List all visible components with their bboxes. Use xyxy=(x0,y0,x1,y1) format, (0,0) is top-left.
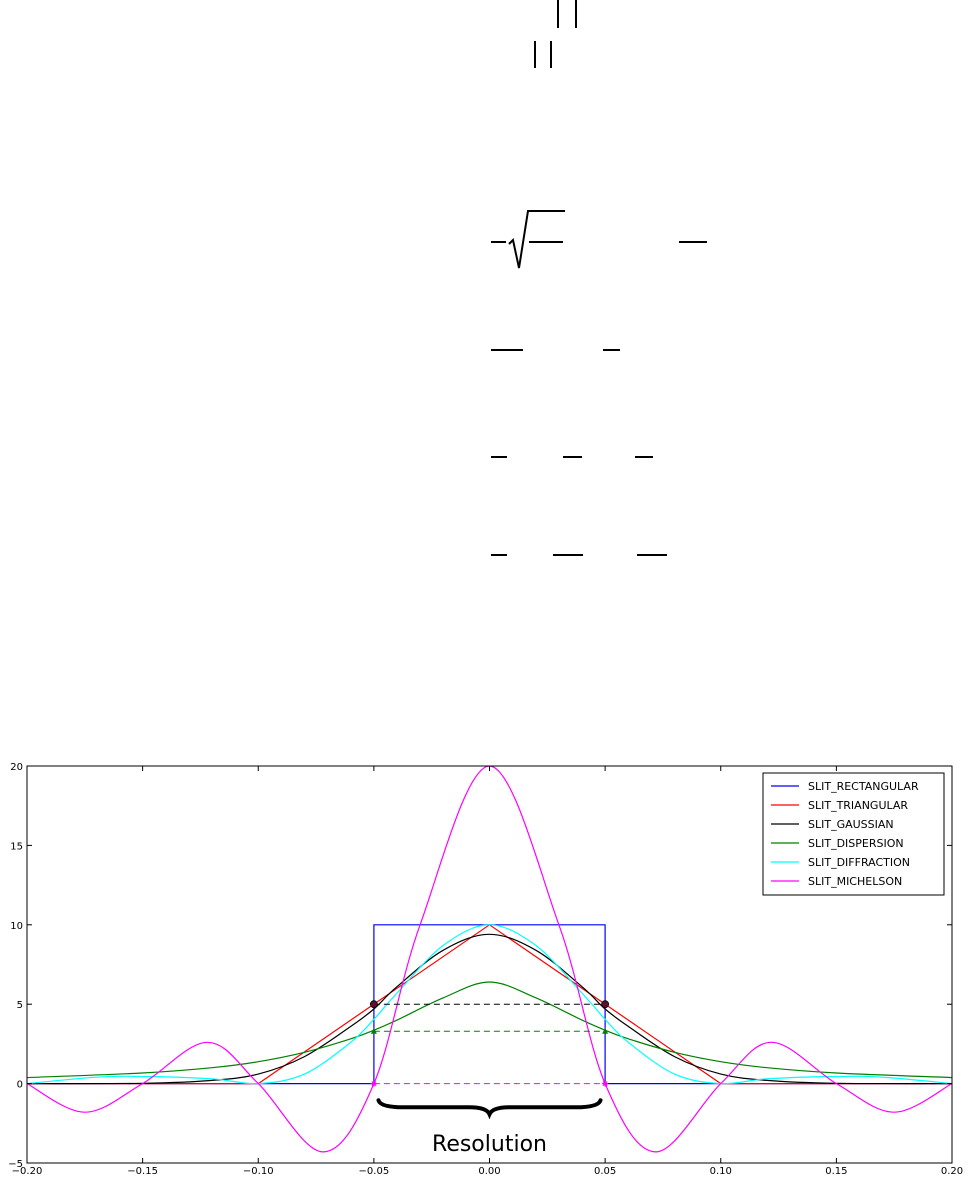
x-tick-label: −0.10 xyxy=(243,1166,274,1177)
legend-box xyxy=(762,772,945,896)
x-tick-label: 0.05 xyxy=(594,1166,616,1177)
legend-label: SLIT_DISPERSION xyxy=(808,837,904,850)
resolution-label: Resolution xyxy=(432,1132,547,1157)
marker-point-triangle xyxy=(370,1027,377,1034)
legend-label: SLIT_RECTANGULAR xyxy=(808,780,919,793)
y-tick-label: 10 xyxy=(10,921,23,932)
y-tick-label: 5 xyxy=(17,1000,23,1011)
y-tick-label: 20 xyxy=(10,762,23,773)
legend-label: SLIT_MICHELSON xyxy=(808,875,902,888)
x-tick-label: −0.20 xyxy=(12,1166,43,1177)
equation-remnants xyxy=(491,0,707,556)
series-line-slit-dispersion xyxy=(27,981,952,1079)
marker-point-star xyxy=(370,1080,377,1087)
marker-point-circle xyxy=(369,1000,378,1009)
x-tick-label: 0.00 xyxy=(478,1166,500,1177)
legend-label: SLIT_GAUSSIAN xyxy=(808,818,894,831)
x-tick-label: 0.15 xyxy=(825,1166,847,1177)
ticks-layer: −0.20 −0.15 −0.10 −0.05 0.00 0.05 0.10 0.15 0.20… xyxy=(8,762,963,1177)
overlay-layer xyxy=(369,1000,610,1087)
annotation-layer: Resolution xyxy=(376,1098,603,1157)
marker-point-circle xyxy=(601,1000,610,1009)
sqrt-sign xyxy=(508,210,565,269)
y-tick-label: 0 xyxy=(17,1080,23,1091)
series-line-slit-gaussian xyxy=(27,933,952,1085)
x-tick-label: −0.15 xyxy=(127,1166,158,1177)
legend-label: SLIT_TRIANGULAR xyxy=(808,799,908,812)
legend-label: SLIT_DIFFRACTION xyxy=(808,856,910,869)
x-tick-label: 0.20 xyxy=(941,1166,963,1177)
x-tick-label: 0.10 xyxy=(710,1166,732,1177)
marker-point-triangle xyxy=(602,1027,609,1034)
resolution-brace xyxy=(376,1098,603,1120)
series-line-slit-diffraction xyxy=(27,924,952,1085)
marker-point-star xyxy=(602,1080,609,1087)
series-line-slit-michelson xyxy=(27,766,952,1153)
y-tick-label: −5 xyxy=(8,1159,23,1170)
slit-function-chart: −0.20 −0.15 −0.10 −0.05 0.00 0.05 0.10 0.15 0.20… xyxy=(8,762,963,1177)
y-tick-label: 15 xyxy=(10,841,23,852)
x-tick-label: −0.05 xyxy=(359,1166,390,1177)
series-layer xyxy=(27,766,952,1153)
legend: SLIT_RECTANGULAR SLIT_TRIANGULAR SLIT_GAUS… xyxy=(762,772,945,896)
